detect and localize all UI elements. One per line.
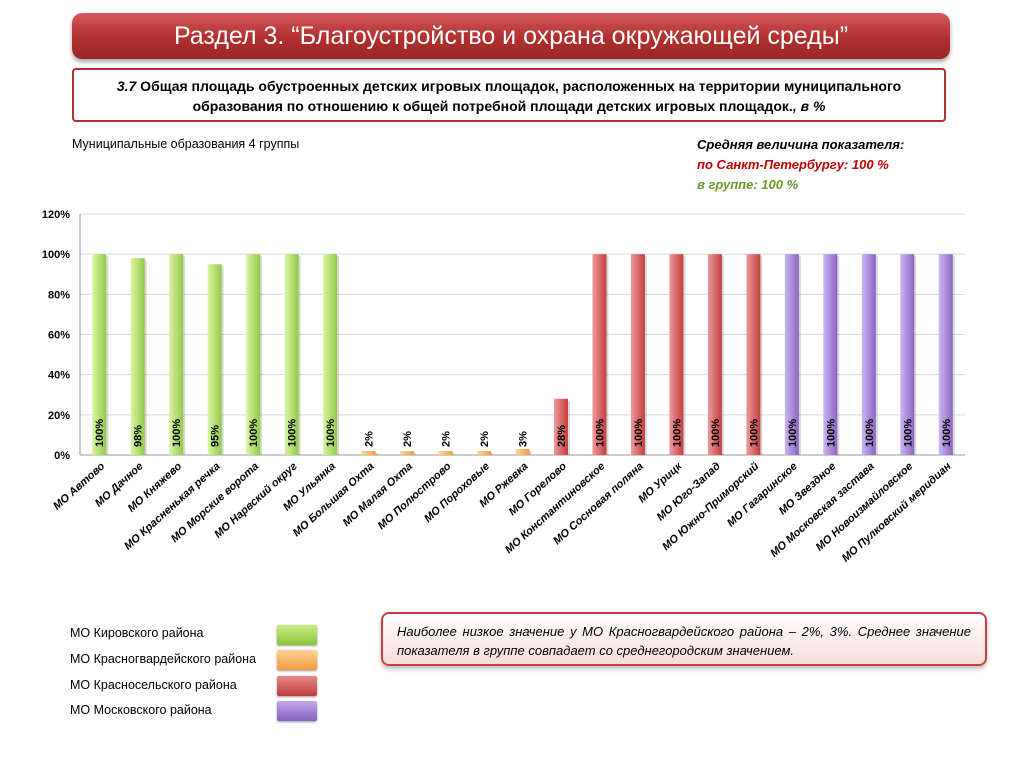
category-label: МО Малая Охта [341,460,415,529]
bar [592,254,607,455]
conclusion-note: Наиболее низкое значение у МО Красногвар… [381,612,987,666]
average-group: в группе: 100 % [697,177,799,192]
y-tick-label: 60% [48,330,70,342]
bar [92,254,107,455]
bar [900,254,915,455]
bar [553,398,568,455]
bar-value-label: 100% [671,419,683,447]
bar [323,254,338,455]
bar [284,254,299,455]
average-city: по Санкт-Петербургу: 100 % [697,157,889,172]
indicator-number: 3.7 [116,78,137,94]
bar [784,254,799,455]
indicator-text: Общая площадь обустроенных детских игров… [136,78,902,114]
bar [361,450,376,455]
bar-value-label: 100% [325,419,337,447]
legend-label-moskovsky: МО Московского района [70,703,212,717]
bar-value-label: 100% [710,419,722,447]
legend-swatch-krasnoselsky [277,676,317,696]
average-block: Средняя величина показателя: по Санкт-Пе… [697,135,904,195]
y-tick-label: 20% [48,410,70,422]
legend-label-krasnoselsky: МО Красносельского района [70,678,237,692]
bar-value-label: 100% [171,419,183,447]
bar-value-label: 100% [825,419,837,447]
y-tick-label: 40% [48,370,70,382]
bar-value-label: 100% [902,419,914,447]
bar-value-label: 100% [594,419,606,447]
y-tick-label: 80% [48,289,70,301]
bar [938,254,953,455]
category-label: МО Пороховые [422,460,492,525]
bar [823,254,838,455]
bar-value-label: 2% [402,431,414,447]
category-label: МО Полюстрово [376,460,454,532]
legend-swatch-kirovsky [277,625,317,645]
bar [861,254,876,455]
bar-value-label: 28% [556,425,568,447]
bar-value-label: 100% [94,419,106,447]
bar-value-label: 2% [441,431,453,447]
bar-value-label: 100% [748,419,760,447]
bar-value-label: 100% [864,419,876,447]
indicator-description: 3.7 Общая площадь обустроенных детских и… [72,68,946,122]
bar-value-label: 2% [364,431,376,447]
bar [169,254,184,455]
legend-swatch-krasnogvardeisky [277,650,317,670]
bar [477,450,492,455]
bar-chart: 0%20%40%60%80%100%120%100%МО Автово98%МО… [42,209,965,565]
y-tick-label: 120% [42,209,70,221]
bar-value-label: 95% [210,425,222,447]
slide-title: Раздел 3. “Благоустройство и охрана окру… [72,13,950,59]
legend-swatch-moskovsky [277,701,317,721]
y-tick-label: 0% [54,450,70,462]
average-heading: Средняя величина показателя: [697,137,905,152]
bar [130,258,145,455]
bar [246,254,261,455]
bar-value-label: 98% [133,425,145,447]
bar-value-label: 100% [287,419,299,447]
bar-value-label: 100% [248,419,260,447]
bar [630,254,645,455]
bar [746,254,761,455]
group-label: Муниципальные образования 4 группы [72,137,300,151]
bar [207,264,222,455]
bar [400,450,415,455]
y-tick-label: 100% [42,249,70,261]
category-label: МО Гагаринское [725,460,800,529]
indicator-unit: , в % [792,98,826,114]
bar-value-label: 3% [518,431,530,447]
bar [707,254,722,455]
bar-value-label: 100% [633,419,645,447]
bar [438,450,453,455]
bar-value-label: 100% [787,419,799,447]
legend-label-kirovsky: МО Кировского района [70,626,204,640]
bar [669,254,684,455]
legend-label-krasnogvardeisky: МО Красногвардейского района [70,652,257,666]
bar [515,448,530,455]
bar-value-label: 2% [479,431,491,447]
bar-value-label: 100% [941,419,953,447]
